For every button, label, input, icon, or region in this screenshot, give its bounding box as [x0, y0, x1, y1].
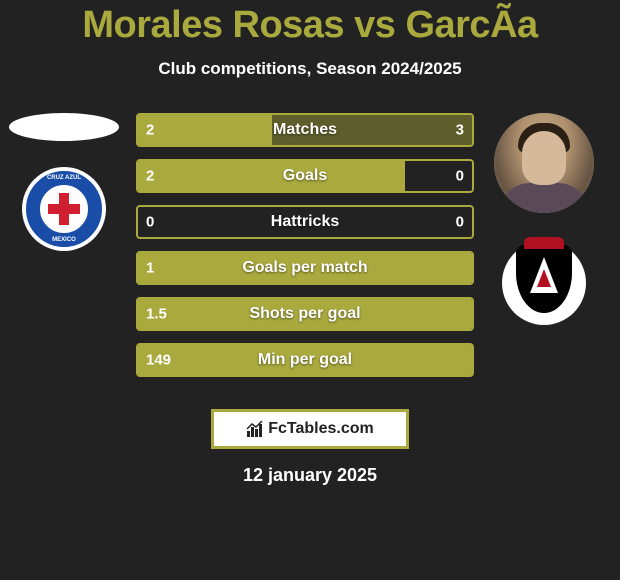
stat-value-left: 0 — [146, 214, 154, 231]
stat-label: Matches — [273, 121, 337, 139]
stat-value-left: 2 — [146, 122, 154, 139]
stat-label: Shots per goal — [249, 305, 360, 323]
stat-value-right: 0 — [456, 168, 464, 185]
brand-text: FcTables.com — [268, 420, 374, 438]
right-player-column — [488, 113, 600, 325]
player-left-photo — [9, 113, 119, 141]
stat-fill-left — [138, 115, 272, 145]
stat-value-right: 3 — [456, 122, 464, 139]
stat-label: Goals — [283, 167, 327, 185]
page-subtitle: Club competitions, Season 2024/2025 — [0, 59, 620, 79]
stat-row: 2 Matches 3 — [136, 113, 474, 147]
stat-value-left: 1 — [146, 260, 154, 277]
brand-chart-icon — [246, 420, 264, 438]
club-logo-right — [502, 241, 586, 325]
club-logo-left: CRUZ AZUL MEXICO — [22, 167, 106, 251]
stat-label: Hattricks — [271, 213, 339, 231]
footer-date: 12 january 2025 — [0, 465, 620, 486]
left-player-column: CRUZ AZUL MEXICO — [6, 113, 122, 251]
stats-bars: 2 Matches 3 2 Goals 0 0 Hattricks 0 1 Goals per ma… — [136, 113, 474, 377]
brand-badge: FcTables.com — [211, 409, 409, 449]
stat-row: 1.5 Shots per goal — [136, 297, 474, 331]
stat-row: 1 Goals per match — [136, 251, 474, 285]
stat-row: 149 Min per goal — [136, 343, 474, 377]
stat-label: Goals per match — [242, 259, 367, 277]
stat-value-right: 0 — [456, 214, 464, 231]
stat-row: 2 Goals 0 — [136, 159, 474, 193]
page-title: Morales Rosas vs GarcÃa — [0, 0, 620, 47]
stat-fill-left — [138, 161, 405, 191]
stat-value-left: 149 — [146, 352, 171, 369]
stat-row: 0 Hattricks 0 — [136, 205, 474, 239]
player-right-photo — [494, 113, 594, 213]
comparison-area: CRUZ AZUL MEXICO 2 Matches 3 2 Goals 0 0 Hattri… — [0, 113, 620, 383]
stat-label: Min per goal — [258, 351, 352, 369]
stat-value-left: 1.5 — [146, 306, 167, 323]
stat-value-left: 2 — [146, 168, 154, 185]
